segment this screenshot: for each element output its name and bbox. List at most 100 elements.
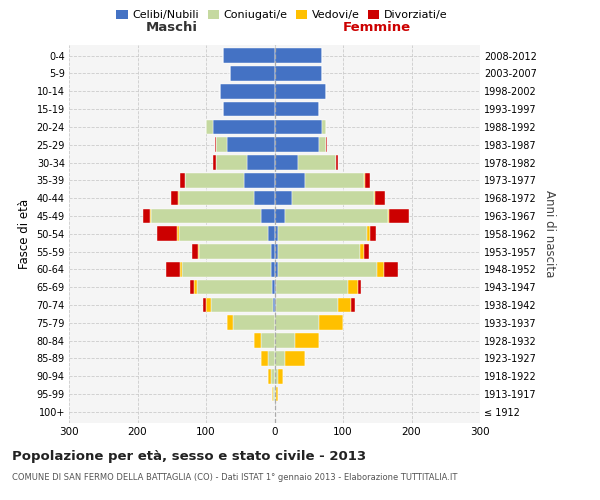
Bar (206, 120, 213, 134)
Bar (275, 262, 278, 276)
Bar (389, 208, 409, 223)
Bar (271, 262, 275, 276)
Bar (171, 191, 178, 206)
Bar (358, 280, 361, 294)
Bar (275, 369, 278, 384)
Bar (178, 191, 179, 206)
Bar (275, 226, 278, 241)
Bar (220, 84, 275, 98)
Bar (319, 138, 326, 152)
Bar (244, 173, 275, 188)
Bar (351, 298, 355, 312)
Bar (365, 173, 370, 188)
Bar (388, 208, 389, 223)
Bar (275, 351, 285, 366)
Bar (223, 48, 275, 63)
Bar (268, 226, 275, 241)
Bar (275, 208, 285, 223)
Bar (272, 386, 273, 402)
Bar (275, 191, 292, 206)
Bar (185, 173, 244, 188)
Bar (193, 244, 198, 259)
Bar (272, 280, 275, 294)
Legend: Celibi/Nubili, Coniugati/e, Vedovi/e, Divorziati/e: Celibi/Nubili, Coniugati/e, Vedovi/e, Di… (112, 6, 452, 25)
Bar (261, 208, 275, 223)
Bar (247, 155, 275, 170)
Bar (273, 386, 275, 402)
Bar (275, 48, 322, 63)
Bar (213, 155, 216, 170)
Bar (271, 369, 275, 384)
Bar (216, 138, 227, 152)
Bar (276, 298, 338, 312)
Bar (275, 334, 295, 348)
Bar (275, 244, 278, 259)
Bar (275, 120, 322, 134)
Bar (180, 173, 185, 188)
Bar (326, 138, 327, 152)
Bar (275, 386, 276, 402)
Bar (271, 244, 275, 259)
Bar (364, 173, 365, 188)
Bar (194, 280, 197, 294)
Bar (275, 316, 319, 330)
Bar (180, 262, 182, 276)
Bar (275, 66, 322, 81)
Bar (374, 191, 375, 206)
Bar (377, 262, 384, 276)
Bar (285, 351, 305, 366)
Text: Maschi: Maschi (146, 22, 198, 35)
Bar (215, 138, 216, 152)
Bar (223, 102, 275, 117)
Bar (211, 298, 273, 312)
Bar (278, 244, 360, 259)
Bar (261, 351, 268, 366)
Bar (384, 262, 398, 276)
Bar (275, 173, 305, 188)
Bar (203, 298, 206, 312)
Bar (319, 316, 343, 330)
Text: COMUNE DI SAN FERMO DELLA BATTAGLIA (CO) - Dati ISTAT 1° gennaio 2013 - Elaboraz: COMUNE DI SAN FERMO DELLA BATTAGLIA (CO)… (12, 472, 457, 482)
Bar (364, 244, 369, 259)
Bar (278, 226, 367, 241)
Bar (182, 262, 271, 276)
Bar (275, 138, 319, 152)
Bar (305, 173, 364, 188)
Bar (360, 244, 364, 259)
Bar (197, 280, 272, 294)
Bar (292, 191, 374, 206)
Bar (336, 155, 338, 170)
Bar (273, 298, 275, 312)
Bar (370, 226, 376, 241)
Bar (322, 120, 326, 134)
Text: Popolazione per età, sesso e stato civile - 2013: Popolazione per età, sesso e stato civil… (12, 450, 366, 463)
Bar (179, 226, 268, 241)
Bar (285, 208, 388, 223)
Bar (177, 226, 179, 241)
Bar (157, 226, 177, 241)
Bar (216, 155, 247, 170)
Bar (278, 262, 377, 276)
Bar (230, 66, 275, 81)
Bar (276, 280, 348, 294)
Bar (198, 244, 199, 259)
Text: Femmine: Femmine (343, 22, 412, 35)
Bar (179, 191, 254, 206)
Bar (367, 226, 370, 241)
Bar (199, 244, 271, 259)
Bar (275, 155, 298, 170)
Bar (166, 262, 180, 276)
Bar (150, 208, 151, 223)
Bar (338, 298, 351, 312)
Bar (275, 84, 326, 98)
Bar (375, 191, 385, 206)
Bar (213, 120, 275, 134)
Bar (298, 155, 336, 170)
Bar (261, 334, 275, 348)
Bar (143, 208, 150, 223)
Bar (268, 369, 271, 384)
Bar (275, 298, 276, 312)
Bar (276, 386, 278, 402)
Y-axis label: Fasce di età: Fasce di età (18, 198, 31, 269)
Bar (254, 334, 261, 348)
